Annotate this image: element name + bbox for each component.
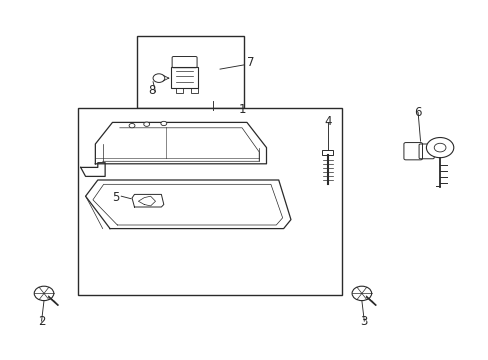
Text: 1: 1 <box>238 103 245 116</box>
Text: 4: 4 <box>323 115 331 128</box>
Text: 2: 2 <box>38 315 45 328</box>
Text: 7: 7 <box>246 57 254 69</box>
Bar <box>137 36 244 108</box>
Bar <box>78 108 342 295</box>
Circle shape <box>143 122 149 126</box>
Text: 8: 8 <box>147 84 155 96</box>
Circle shape <box>34 286 54 301</box>
Text: 3: 3 <box>360 315 367 328</box>
Bar <box>171 67 198 88</box>
Circle shape <box>129 123 135 128</box>
Polygon shape <box>132 194 163 207</box>
Circle shape <box>426 138 453 158</box>
Text: 5: 5 <box>112 191 120 204</box>
Circle shape <box>433 143 445 152</box>
Circle shape <box>351 286 371 301</box>
Bar <box>321 150 333 155</box>
Bar <box>190 88 198 93</box>
Circle shape <box>161 121 166 126</box>
Bar <box>176 88 183 93</box>
Text: 6: 6 <box>413 106 421 119</box>
